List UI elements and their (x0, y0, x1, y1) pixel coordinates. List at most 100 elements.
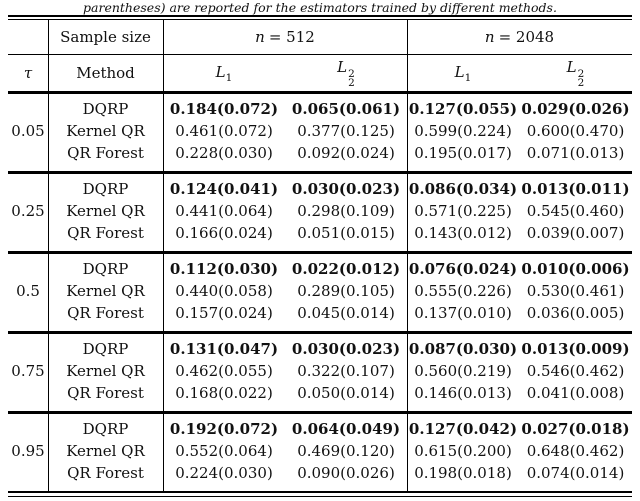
n2048-value: = 2048 (498, 28, 555, 46)
metric-value: 0.092(0.024) (297, 144, 395, 162)
col-header-l1-n512: L1 (163, 63, 285, 84)
metric-value: 0.224(0.030) (175, 464, 273, 482)
method-name: Kernel QR (66, 202, 145, 220)
l22-sup: 2 (577, 68, 585, 80)
metric-value: 0.050(0.014) (297, 384, 395, 402)
metric-value: 0.555(0.226) (414, 282, 512, 300)
column-divider (163, 94, 164, 171)
metric-value: 0.143(0.012) (414, 224, 512, 242)
metric-value: 0.440(0.058) (175, 282, 273, 300)
metric-value: 0.322(0.107) (297, 362, 395, 380)
method-name: DQRP (82, 340, 129, 358)
metric-value: 0.112(0.030) (169, 260, 279, 278)
metric-value: 0.076(0.024) (408, 260, 518, 278)
metric-value: 0.615(0.200) (414, 442, 512, 460)
l1-base: L (215, 62, 226, 81)
column-divider (163, 20, 164, 54)
metric-value: 0.137(0.010) (414, 304, 512, 322)
metric-value: 0.166(0.024) (175, 224, 273, 242)
column-divider (163, 334, 164, 411)
group-header-n2048: n = 2048 (407, 28, 632, 46)
metric-value: 0.648(0.462) (526, 442, 625, 460)
block-separator-rule (8, 411, 632, 414)
column-divider (407, 414, 408, 491)
bottom-double-rule (8, 491, 632, 497)
column-divider (48, 254, 49, 331)
group-header-n512: n = 512 (163, 28, 407, 46)
metric-value: 0.131(0.047) (169, 340, 279, 358)
metric-value: 0.571(0.225) (414, 202, 512, 220)
metric-value: 0.600(0.470) (526, 122, 625, 140)
metric-value: 0.298(0.109) (297, 202, 395, 220)
column-divider (407, 94, 408, 171)
metric-value: 0.157(0.024) (175, 304, 273, 322)
column-divider (407, 55, 408, 91)
col-header-l1-n2048: L1 (407, 63, 519, 84)
metric-value: 0.289(0.105) (297, 282, 395, 300)
method-name: QR Forest (67, 144, 144, 162)
method-name: QR Forest (67, 384, 144, 402)
l1-sub: 1 (225, 71, 233, 84)
metric-value: 0.013(0.009) (521, 340, 630, 358)
n2048-var: n (484, 28, 495, 46)
method-column-header: Method (76, 64, 135, 82)
method-name: QR Forest (67, 464, 144, 482)
metric-value: 0.086(0.034) (408, 180, 518, 198)
column-divider (163, 254, 164, 331)
l22-sub: 2 (577, 77, 585, 89)
l22-base: L (566, 58, 577, 76)
header-mid-rule (8, 54, 632, 55)
metric-value: 0.041(0.008) (526, 384, 625, 402)
metric-value: 0.530(0.461) (526, 282, 625, 300)
metric-value: 0.045(0.014) (297, 304, 395, 322)
n512-value: = 512 (268, 28, 315, 46)
metric-value: 0.039(0.007) (526, 224, 625, 242)
method-name: DQRP (82, 260, 129, 278)
metric-value: 0.461(0.072) (175, 122, 273, 140)
metric-value: 0.198(0.018) (414, 464, 512, 482)
column-divider (48, 94, 49, 171)
column-divider (163, 55, 164, 91)
l1-base: L (454, 62, 465, 81)
l22-sub: 2 (348, 77, 355, 89)
metric-value: 0.168(0.022) (175, 384, 273, 402)
metric-value: 0.192(0.072) (169, 420, 279, 438)
sample-size-label: Sample size (60, 28, 151, 46)
tau-value: 0.75 (11, 362, 45, 380)
tau-value: 0.25 (11, 202, 45, 220)
method-name: Kernel QR (66, 282, 145, 300)
block-separator-rule (8, 251, 632, 254)
method-name: QR Forest (67, 224, 144, 242)
method-name: Kernel QR (66, 442, 145, 460)
metric-value: 0.124(0.041) (169, 180, 279, 198)
metric-value: 0.030(0.023) (291, 340, 401, 358)
metric-value: 0.377(0.125) (297, 122, 395, 140)
metric-value: 0.029(0.026) (521, 100, 630, 118)
n512-var: n (255, 28, 265, 46)
column-divider (48, 334, 49, 411)
l22-sup: 2 (348, 68, 355, 80)
metric-value: 0.051(0.015) (297, 224, 395, 242)
column-divider (48, 20, 49, 54)
metric-value: 0.228(0.030) (175, 144, 273, 162)
metric-value: 0.022(0.012) (291, 260, 401, 278)
method-name: QR Forest (67, 304, 144, 322)
tau-block-0.25: 0.25 DQRP 0.124(0.041) 0.030(0.023) 0.08… (8, 174, 632, 251)
metric-value: 0.546(0.462) (526, 362, 625, 380)
tau-value: 0.5 (16, 282, 40, 300)
method-name: DQRP (82, 100, 129, 118)
metric-value: 0.071(0.013) (526, 144, 625, 162)
metric-value: 0.010(0.006) (521, 260, 630, 278)
metric-value: 0.545(0.460) (526, 202, 625, 220)
column-divider (407, 334, 408, 411)
metric-value: 0.036(0.005) (526, 304, 625, 322)
method-name: Kernel QR (66, 122, 145, 140)
method-name: DQRP (82, 180, 129, 198)
l22-base: L (337, 58, 348, 76)
tau-value: 0.05 (11, 122, 45, 140)
metric-value: 0.599(0.224) (414, 122, 512, 140)
column-divider (48, 174, 49, 251)
column-divider (407, 174, 408, 251)
